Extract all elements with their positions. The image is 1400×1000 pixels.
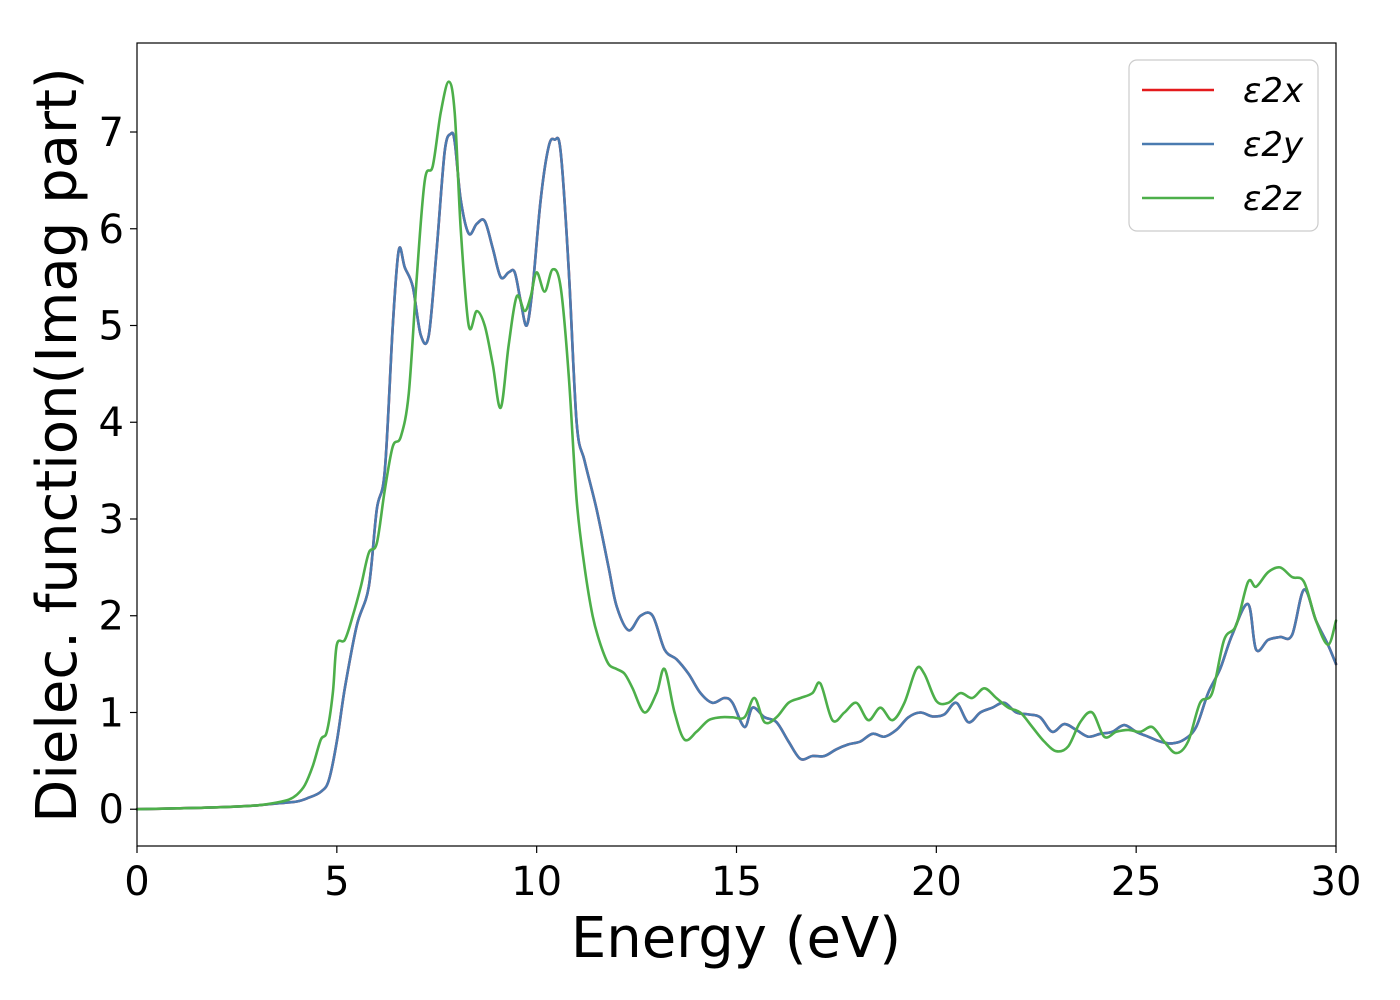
legend-label-1: ε2x bbox=[1243, 71, 1304, 111]
series-line-2 bbox=[135, 131, 1338, 811]
x-tick-label: 0 bbox=[124, 859, 149, 905]
series-line-3 bbox=[135, 80, 1338, 811]
legend-label-2: ε2y bbox=[1243, 125, 1304, 165]
y-tick-label: 7 bbox=[99, 110, 124, 156]
x-tick-label: 15 bbox=[711, 859, 762, 905]
series-line-1 bbox=[135, 131, 1338, 811]
y-tick-label: 6 bbox=[99, 207, 124, 253]
y-tick-label: 5 bbox=[99, 304, 124, 350]
y-tick-label: 1 bbox=[99, 690, 124, 736]
y-tick-label: 4 bbox=[99, 400, 124, 446]
x-tick-label: 5 bbox=[324, 859, 349, 905]
x-axis-label: Energy (eV) bbox=[571, 906, 901, 971]
plot-lines bbox=[135, 80, 1338, 811]
legend-box bbox=[1128, 59, 1319, 232]
x-tick-label: 30 bbox=[1311, 859, 1362, 905]
x-tick-label: 25 bbox=[1111, 859, 1162, 905]
legend-label-3: ε2z bbox=[1243, 179, 1302, 219]
x-tick-label: 20 bbox=[911, 859, 962, 905]
y-tick-label: 0 bbox=[99, 787, 124, 833]
legend: ε2x ε2y ε2z bbox=[1128, 59, 1319, 232]
y-tick-label: 2 bbox=[99, 594, 124, 640]
axis-ticks: 0 5 10 15 20 25 30 0 1 2 3 4 5 6 7 bbox=[99, 110, 1362, 905]
y-axis-label: Dielec. function(Imag part) bbox=[25, 67, 90, 823]
y-tick-label: 3 bbox=[99, 497, 124, 543]
x-tick-label: 10 bbox=[511, 859, 562, 905]
